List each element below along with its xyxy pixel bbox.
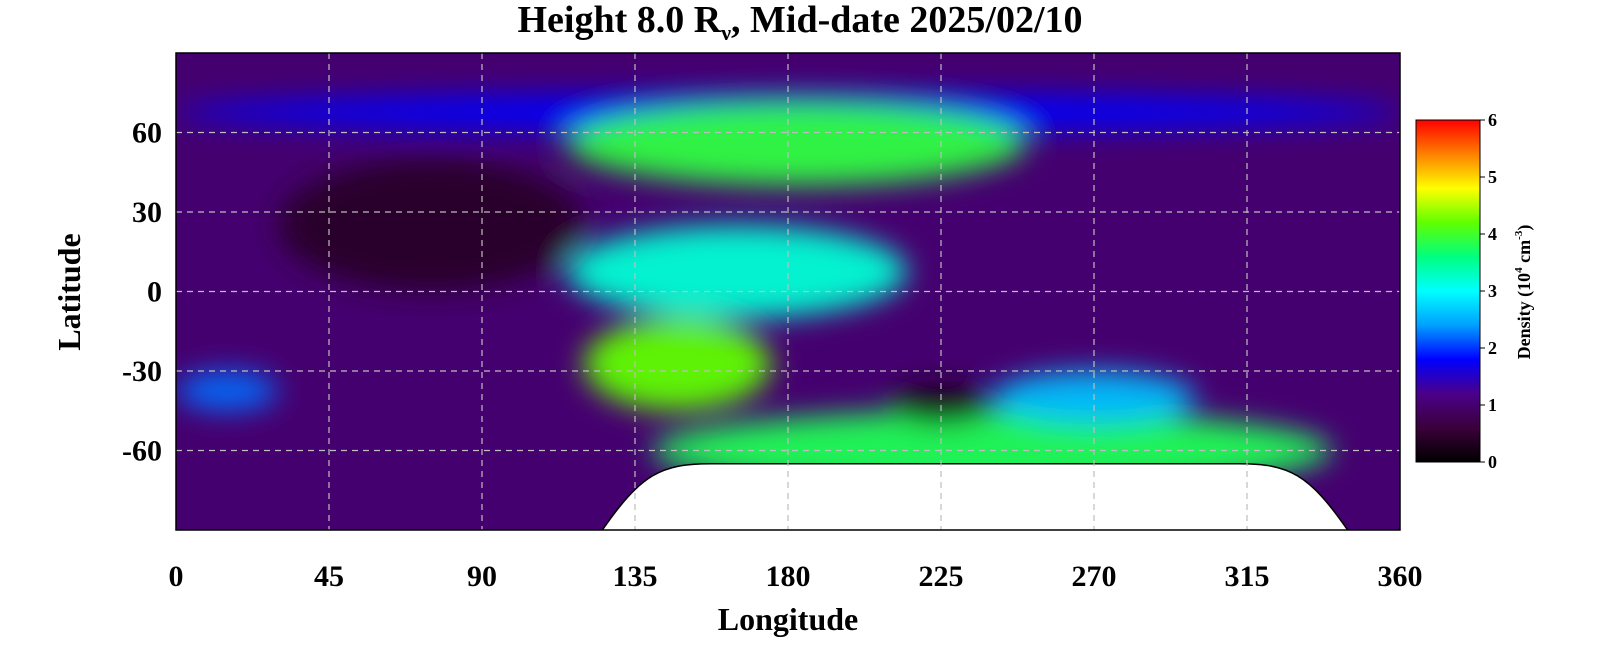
- density-feature-west-blue-patch: [176, 371, 278, 411]
- colorbar-label: Density (104 cm-3): [1513, 225, 1535, 360]
- colorbar: 0 1 2 3 4 5 6 Density (104 cm-3): [1415, 110, 1535, 472]
- y-axis-ticks: 60 30 0 -30 -60: [122, 117, 162, 468]
- x-tick-label: 0: [169, 560, 184, 593]
- y-tick-label: 60: [132, 117, 162, 150]
- colorbar-tick-label: 3: [1488, 281, 1497, 301]
- colorbar-tick-label: 6: [1488, 110, 1497, 130]
- x-tick-label: 315: [1225, 560, 1270, 593]
- x-tick-label: 225: [919, 560, 964, 593]
- chart-title: Height 8.0 Rν, Mid-date 2025/02/10: [517, 0, 1082, 45]
- density-feature-central-band: [567, 225, 907, 318]
- no-data-region: [601, 463, 1349, 530]
- y-axis-label: Latitude: [51, 233, 87, 350]
- y-tick-label: 30: [132, 196, 162, 229]
- y-tick-label: 0: [147, 276, 162, 309]
- density-feature-dark-hole: [890, 384, 992, 424]
- plot-area: [176, 53, 1400, 530]
- y-tick-label: -30: [122, 355, 162, 388]
- x-tick-label: 90: [467, 560, 497, 593]
- no-data-area: [601, 463, 1349, 530]
- x-axis-ticks: 0 45 90 135 180 225 270 315 360: [169, 560, 1423, 593]
- colorbar-tick-label: 0: [1488, 452, 1497, 472]
- density-feature-north-dark-region: [278, 159, 584, 292]
- density-feature-north-arc-core: [567, 100, 1026, 186]
- x-tick-label: 180: [766, 560, 811, 593]
- x-tick-label: 135: [613, 560, 658, 593]
- colorbar-ticks: 0 1 2 3 4 5 6: [1480, 110, 1497, 472]
- colorbar-tick-label: 2: [1488, 338, 1497, 358]
- y-tick-label: -60: [122, 435, 162, 468]
- x-tick-label: 360: [1378, 560, 1423, 593]
- colorbar-tick-label: 5: [1488, 167, 1497, 187]
- x-tick-label: 45: [314, 560, 344, 593]
- plot-frame: [175, 52, 1401, 531]
- colorbar-tick-label: 1: [1488, 395, 1497, 415]
- colorbar-scale: [1415, 119, 1481, 463]
- density-feature-southwest-lobe: [584, 318, 771, 411]
- grid-lines: [176, 53, 1400, 530]
- x-axis-label: Longitude: [718, 601, 858, 637]
- x-tick-label: 270: [1072, 560, 1117, 593]
- colorbar-tick-label: 4: [1488, 224, 1497, 244]
